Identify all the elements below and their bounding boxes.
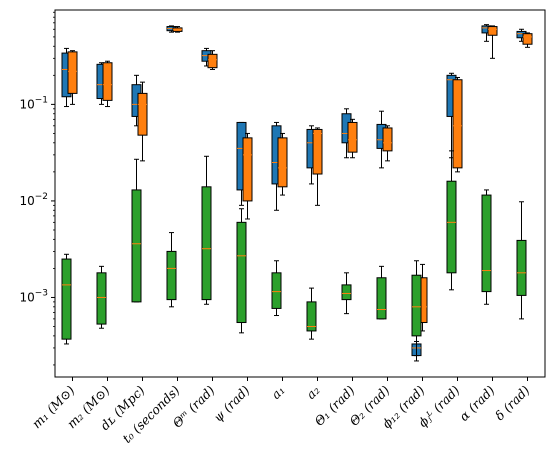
box-body [61,258,72,340]
box-body [312,128,323,175]
box-body [306,301,317,332]
box-s3-14 [516,201,527,320]
box-s2-1 [67,50,78,105]
box-body [102,62,113,101]
box-body [487,26,498,36]
box-s2-5 [207,50,218,70]
box-s2-6 [242,132,253,220]
box-body [67,51,78,94]
y-tick-label: 10−2 [19,192,48,208]
box-body [382,127,393,152]
boxes-layer [61,24,533,362]
box-s3-9 [341,272,352,315]
box-s2-3 [137,81,148,162]
y-axis: 10−3 10−2 10−1 [19,11,55,366]
box-body [242,137,253,202]
box-body [376,277,387,320]
box-s3-5 [201,155,212,305]
box-s3-11 [411,260,422,357]
box-body [277,137,288,188]
box-body [481,194,492,293]
box-body [207,53,218,69]
box-s3-1 [61,253,72,345]
box-s3-6 [236,208,247,334]
box-body [341,284,352,301]
box-s3-13 [481,189,492,305]
box-body [271,272,282,309]
box-s3-7 [271,260,282,317]
box-s2-7 [277,132,288,196]
box-s2-8 [312,127,323,206]
box-body [347,121,358,153]
box-body [522,33,533,45]
box-s3-8 [306,287,317,340]
box-s2-4 [172,26,183,33]
box-body [96,272,107,325]
box-s2-13 [487,25,498,59]
box-s2-9 [347,118,358,159]
box-s3-2 [96,265,107,329]
box-body [137,92,148,136]
plot-frame [54,9,546,378]
box-s3-12 [446,150,457,291]
box-body [452,79,463,169]
box-body [411,274,422,337]
box-s2-2 [102,60,113,108]
box-body [131,189,142,303]
y-tick-label: 10−3 [19,288,48,304]
box-body [236,221,247,324]
box-body [201,186,212,301]
box-body [166,250,177,301]
box-s3-3 [131,158,142,303]
box-s2-12 [452,76,463,173]
y-tick-label: 10−1 [19,95,48,111]
box-s2-10 [382,125,393,162]
box-body [446,180,457,274]
box-s2-14 [522,32,533,48]
box-s3-10 [376,265,387,320]
box-body [516,239,527,296]
box-s3-4 [166,232,177,308]
